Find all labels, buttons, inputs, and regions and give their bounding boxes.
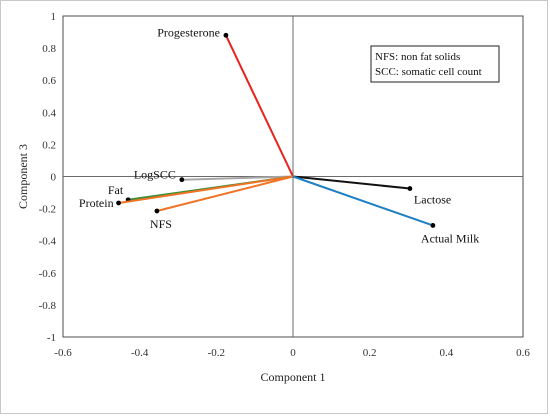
x-axis-title: Component 1 (261, 370, 326, 384)
x-tick-label: 0.6 (516, 347, 530, 359)
vector-endpoint (116, 200, 121, 206)
y-tick-label: 0.6 (42, 75, 56, 87)
vector-line (292, 175, 411, 190)
vector-label: LogSCC (134, 168, 176, 182)
x-tick-label: -0.4 (131, 347, 149, 359)
y-tick-label: 0.4 (42, 107, 56, 119)
y-tick-label: -1 (47, 332, 56, 344)
vector-label: Protein (79, 196, 114, 210)
vector-label: Progesterone (157, 25, 220, 39)
vector-line (118, 175, 294, 204)
x-tick-label: -0.6 (54, 347, 72, 359)
vector-endpoint (223, 32, 229, 38)
y-tick-label: 0 (51, 172, 57, 184)
vector-endpoint (407, 186, 413, 191)
y-tick-label: -0.8 (39, 300, 57, 312)
vector-label: Lactose (414, 193, 451, 207)
vector-label: Fat (108, 183, 124, 197)
y-tick-label: -0.6 (39, 268, 57, 280)
vector-label: Actual Milk (421, 231, 479, 245)
y-tick-label: -0.2 (39, 204, 56, 216)
vector-line (181, 175, 294, 181)
notes-box-border (370, 45, 500, 83)
loading-vectors (116, 32, 436, 228)
vector-line (156, 175, 294, 212)
y-axis-title: Component 3 (16, 144, 30, 209)
notes-box: NFS: non fat solids SCC: somatic cell co… (370, 45, 500, 83)
x-tick-label: 0 (290, 347, 296, 359)
vector-line (225, 34, 294, 177)
x-tick-label: 0.2 (363, 347, 377, 359)
x-tick-label: -0.2 (208, 347, 225, 359)
vector-line (292, 175, 434, 227)
y-tick-label: 0.8 (42, 43, 56, 55)
note-nfs: NFS: non fat solids (375, 51, 460, 63)
y-tick-label: 0.2 (42, 139, 56, 151)
x-tick-label: 0.4 (439, 347, 453, 359)
y-tick-label: -0.4 (39, 236, 57, 248)
vector-label: NFS (150, 217, 172, 231)
note-scc: SCC: somatic cell count (375, 66, 482, 78)
tick-labels: -0.6 -0.4 -0.2 0 0.2 0.4 0.6 1 0.8 0.6 0.4 0.2 0 -0.2… (39, 11, 531, 359)
vector-endpoint (430, 223, 436, 228)
vector-endpoint (154, 208, 160, 214)
vector-endpoint (179, 177, 185, 183)
y-tick-label: 1 (51, 11, 57, 23)
